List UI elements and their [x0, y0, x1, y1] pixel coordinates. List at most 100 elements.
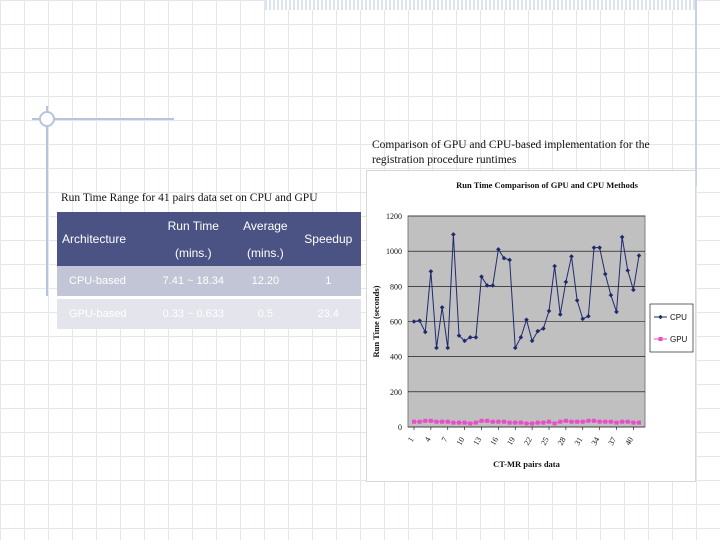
cpu-point — [422, 329, 428, 335]
header-speedup: Speedup — [295, 212, 361, 266]
table-header-row: Architecture Run Time Average Speedup — [57, 212, 361, 266]
gpu-point — [518, 420, 523, 425]
gpu-point — [423, 418, 428, 423]
gpu-point — [417, 419, 422, 424]
chart-legend: CPU GPU — [649, 303, 694, 353]
table-caption: Run Time Range for 41 pairs data set on … — [61, 192, 318, 204]
x-tick-label: 13 — [471, 436, 483, 447]
x-tick-label: 4 — [423, 436, 433, 444]
x-tick-label: 31 — [573, 436, 585, 447]
cpu-point — [467, 335, 473, 340]
gpu-point — [485, 418, 490, 423]
gpu-point — [440, 419, 445, 424]
gpu-point — [457, 420, 461, 425]
gpu-point — [563, 418, 568, 423]
gpu-point — [451, 420, 456, 425]
x-tick-label: 25 — [539, 436, 551, 447]
gpu-point — [558, 419, 563, 424]
y-tick-label: 200 — [390, 388, 402, 397]
chart-title: Run Time Comparison of GPU and CPU Metho… — [456, 180, 638, 190]
gpu-point — [614, 420, 619, 425]
cpu-point — [434, 345, 439, 351]
decorative-top-line — [695, 0, 697, 186]
table-row: CPU-based 7.41 ~ 18.34 12.20 1 — [57, 266, 361, 296]
cell-architecture: CPU-based — [57, 266, 152, 296]
gpu-point — [513, 420, 518, 425]
legend-gpu-label: GPU — [670, 335, 688, 344]
legend-box — [649, 303, 694, 353]
gpu-point — [530, 421, 535, 426]
y-tick-label: 1000 — [386, 247, 402, 256]
table-row: GPU-based 0.33 ~ 0.633 0.5 23.4 — [57, 299, 361, 329]
cpu-point — [451, 232, 456, 237]
x-tick-label: 22 — [522, 436, 534, 447]
decorative-top-bar — [265, 0, 695, 10]
y-tick-label: 600 — [390, 318, 402, 327]
x-tick-label: 40 — [623, 436, 635, 447]
cell-average: 0.5 — [235, 299, 296, 329]
y-tick-label: 1200 — [386, 212, 402, 221]
gpu-point — [625, 419, 630, 424]
gpu-point — [547, 419, 551, 424]
decorative-horizontal-line — [32, 118, 174, 120]
cell-run-time: 7.41 ~ 18.34 — [151, 266, 236, 296]
gpu-point — [524, 421, 529, 426]
decorative-vertical-line — [46, 106, 48, 296]
x-tick-label: 34 — [590, 436, 602, 447]
cpu-point — [417, 318, 422, 323]
gpu-point — [479, 418, 484, 423]
x-tick-label: 10 — [455, 436, 467, 447]
gpu-point — [541, 420, 546, 425]
cpu-point — [473, 335, 479, 340]
gpu-point — [569, 419, 574, 424]
cpu-point — [490, 283, 496, 288]
table-header-units-row: (mins.) (mins.) — [57, 239, 361, 266]
decorative-circle — [39, 111, 55, 127]
chart-panel: Run Time Comparison of GPU and CPU Metho… — [366, 170, 696, 482]
gpu-point — [462, 420, 467, 425]
cpu-point — [479, 274, 484, 279]
cpu-point — [445, 345, 451, 351]
gpu-point — [496, 419, 501, 424]
x-tick-label: 16 — [488, 436, 500, 447]
legend-gpu-marker — [658, 337, 663, 341]
x-axis-label: CT-MR pairs data — [493, 459, 560, 469]
cpu-point — [462, 338, 467, 344]
header-average-unit: (mins.) — [235, 239, 296, 266]
cpu-point — [411, 319, 417, 324]
gpu-point — [473, 420, 478, 425]
gpu-point — [575, 419, 580, 424]
legend-cpu-label: CPU — [670, 313, 687, 322]
y-tick-label: 400 — [390, 353, 402, 362]
gpu-point — [637, 420, 641, 425]
cpu-point — [484, 283, 490, 288]
y-tick-label: 800 — [390, 282, 402, 291]
cell-speedup: 23.4 — [295, 299, 361, 329]
cpu-point — [456, 333, 462, 338]
gpu-point — [586, 418, 591, 423]
cell-run-time: 0.33 ~ 0.633 — [151, 299, 236, 329]
x-tick-label: 28 — [556, 436, 568, 447]
y-axis-label: Run Time (seconds) — [371, 285, 381, 357]
cell-architecture: GPU-based — [57, 299, 152, 329]
runtime-line-chart: Run Time Comparison of GPU and CPU Metho… — [371, 180, 694, 469]
gpu-point — [502, 419, 506, 424]
y-tick-label: 0 — [398, 423, 402, 432]
cell-speedup: 1 — [295, 266, 361, 296]
cpu-point — [439, 305, 445, 310]
gpu-point — [535, 420, 540, 425]
gpu-point — [445, 419, 450, 424]
x-tick-label: 1 — [406, 436, 416, 444]
gpu-point — [412, 419, 416, 424]
runtime-table: Architecture Run Time Average Speedup (m… — [57, 212, 361, 329]
gpu-point — [507, 420, 512, 425]
gpu-point — [603, 419, 608, 424]
x-tick-label: 19 — [505, 436, 517, 447]
gpu-point — [597, 419, 602, 424]
gpu-point — [620, 419, 625, 424]
header-average: Average — [235, 212, 296, 239]
gpu-point — [592, 418, 596, 423]
chart-caption: Comparison of GPU and CPU-based implemen… — [372, 139, 650, 166]
gpu-point — [490, 419, 495, 424]
gpu-point — [428, 418, 433, 423]
